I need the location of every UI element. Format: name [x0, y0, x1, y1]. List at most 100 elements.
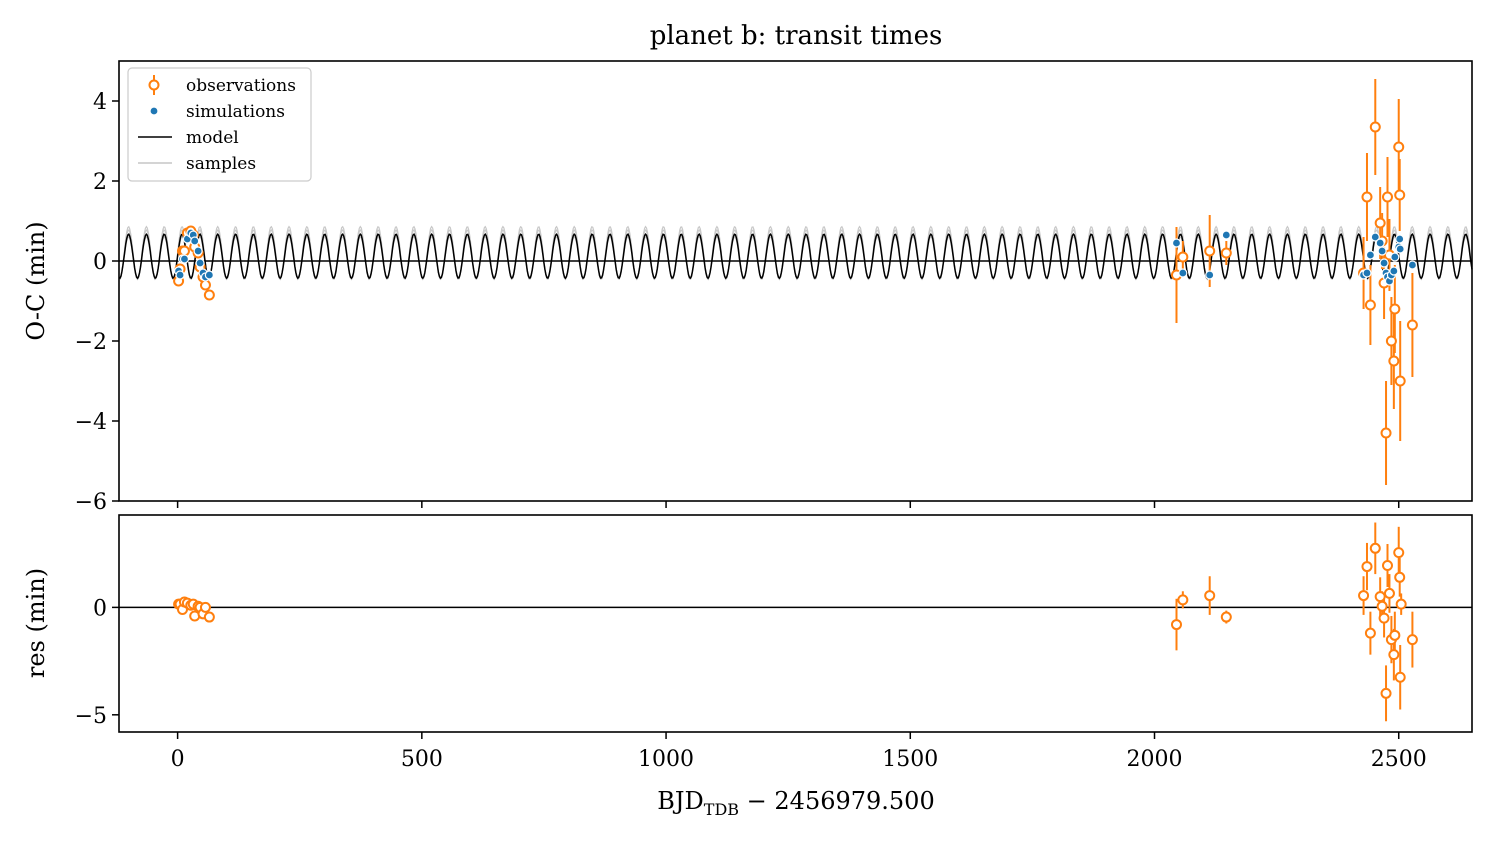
simulation-point	[1407, 260, 1418, 270]
simulation-point	[1390, 252, 1400, 262]
residual-point	[199, 601, 211, 613]
residual-point	[1361, 561, 1373, 573]
top-y-tick-label: −6	[75, 490, 107, 515]
bottom-panel: 0 −5 0 500 1000 1500 2000 2500 res (min) BJDTD…	[22, 514, 1473, 819]
residual-point	[1170, 619, 1182, 631]
simulation-point	[1370, 232, 1380, 242]
bottom-data-points	[173, 522, 1418, 722]
simulation-point	[1389, 266, 1399, 276]
top-y-tick-label: −4	[75, 410, 107, 435]
bottom-plot-frame	[118, 514, 1473, 733]
bottom-x-tick-label: 500	[401, 747, 443, 772]
top-y-tick-label: 0	[93, 250, 107, 275]
top-y-axis-label: O-C (min)	[22, 221, 50, 340]
simulation-point	[1221, 230, 1231, 240]
bottom-x-tick-label: 1000	[638, 747, 694, 772]
observation-point	[1220, 247, 1232, 259]
residual-point	[1406, 634, 1418, 646]
legend-model-label: model	[186, 128, 239, 148]
simulation-point	[1365, 250, 1376, 260]
simulation-point	[1171, 238, 1182, 248]
observation-point	[203, 289, 215, 301]
simulation-point	[179, 254, 190, 264]
observation-point	[1381, 191, 1393, 203]
bottom-y-tick-label: −5	[75, 704, 107, 729]
simulation-point	[1395, 244, 1405, 254]
residual-point	[1380, 687, 1392, 699]
observation-point	[1394, 375, 1406, 387]
simulation-point	[1375, 238, 1385, 248]
observation-point	[1385, 335, 1397, 347]
simulation-point	[1205, 270, 1215, 280]
top-panel: 4 2 0 −2 −4 −6 O-C (min) observations simulat…	[22, 60, 1473, 515]
legend-simulations-label: simulations	[186, 102, 285, 122]
simulation-point	[204, 270, 214, 280]
simulation-point	[1379, 258, 1389, 268]
legend-observations-marker	[148, 75, 160, 95]
observation-point	[1406, 319, 1418, 331]
simulation-point	[175, 270, 185, 280]
bottom-y-tick-label: 0	[93, 596, 107, 621]
bottom-x-tick-label: 2000	[1127, 747, 1183, 772]
residual-point	[1381, 559, 1393, 571]
observation-point	[1374, 217, 1386, 229]
observation-point	[1177, 251, 1189, 263]
residual-point	[1364, 627, 1376, 639]
residual-point	[1389, 629, 1401, 641]
legend-simulations-marker	[149, 106, 159, 116]
residual-point	[1220, 611, 1232, 623]
simulation-point	[1395, 234, 1405, 244]
observation-point	[1369, 121, 1381, 133]
model-curve	[118, 232, 1473, 280]
top-y-tick-label: 2	[93, 170, 107, 195]
model-curves	[118, 225, 1473, 281]
chart-title: planet b: transit times	[650, 21, 943, 51]
x-axis-label-sub: TDB	[704, 800, 739, 819]
residual-point	[1395, 598, 1407, 610]
legend-observations-label: observations	[186, 76, 296, 96]
x-axis-label-main: BJD	[657, 787, 704, 815]
residual-point	[1177, 594, 1189, 606]
simulation-point	[1178, 268, 1188, 278]
residual-point	[1369, 542, 1381, 554]
observation-point	[1204, 245, 1216, 257]
x-axis-label-rest: − 2456979.500	[739, 787, 935, 815]
observation-point	[1361, 191, 1373, 203]
observation-point	[1389, 303, 1401, 315]
bottom-x-tick-label: 0	[171, 747, 185, 772]
legend-frame	[127, 67, 312, 182]
observation-point	[199, 279, 211, 291]
residual-point	[1394, 571, 1406, 583]
legend: observations simulations model samples	[127, 67, 312, 182]
simulation-point	[1362, 268, 1372, 278]
residual-point	[1358, 590, 1370, 602]
bottom-y-ticks: 0 −5	[75, 596, 119, 729]
simulation-point	[1377, 246, 1387, 256]
residual-point	[1374, 591, 1386, 603]
bottom-y-axis-label: res (min)	[22, 568, 50, 678]
simulation-point	[193, 246, 203, 256]
top-y-tick-label: −2	[75, 330, 107, 355]
bottom-x-ticks: 0 500 1000 1500 2000 2500	[171, 732, 1427, 772]
residual-point	[1393, 547, 1405, 559]
simulation-point	[190, 236, 200, 246]
observation-point	[1364, 299, 1376, 311]
residual-point	[1383, 587, 1395, 599]
observation-point	[1394, 189, 1406, 201]
observation-point	[1380, 427, 1392, 439]
residual-point	[203, 611, 215, 623]
bottom-x-tick-label: 1500	[882, 747, 938, 772]
observation-point	[178, 245, 190, 257]
top-y-tick-label: 4	[93, 90, 107, 115]
simulation-point	[195, 258, 205, 268]
residual-point	[1204, 590, 1216, 602]
x-axis-label: BJDTDB − 2456979.500	[657, 787, 934, 819]
top-plot-frame	[118, 60, 1473, 502]
residual-point	[1376, 600, 1388, 612]
observation-point	[1393, 141, 1405, 153]
residual-point	[1388, 649, 1400, 661]
top-x-ticks	[176, 501, 1400, 508]
top-data-points	[173, 79, 1418, 485]
residual-point	[1378, 612, 1390, 624]
